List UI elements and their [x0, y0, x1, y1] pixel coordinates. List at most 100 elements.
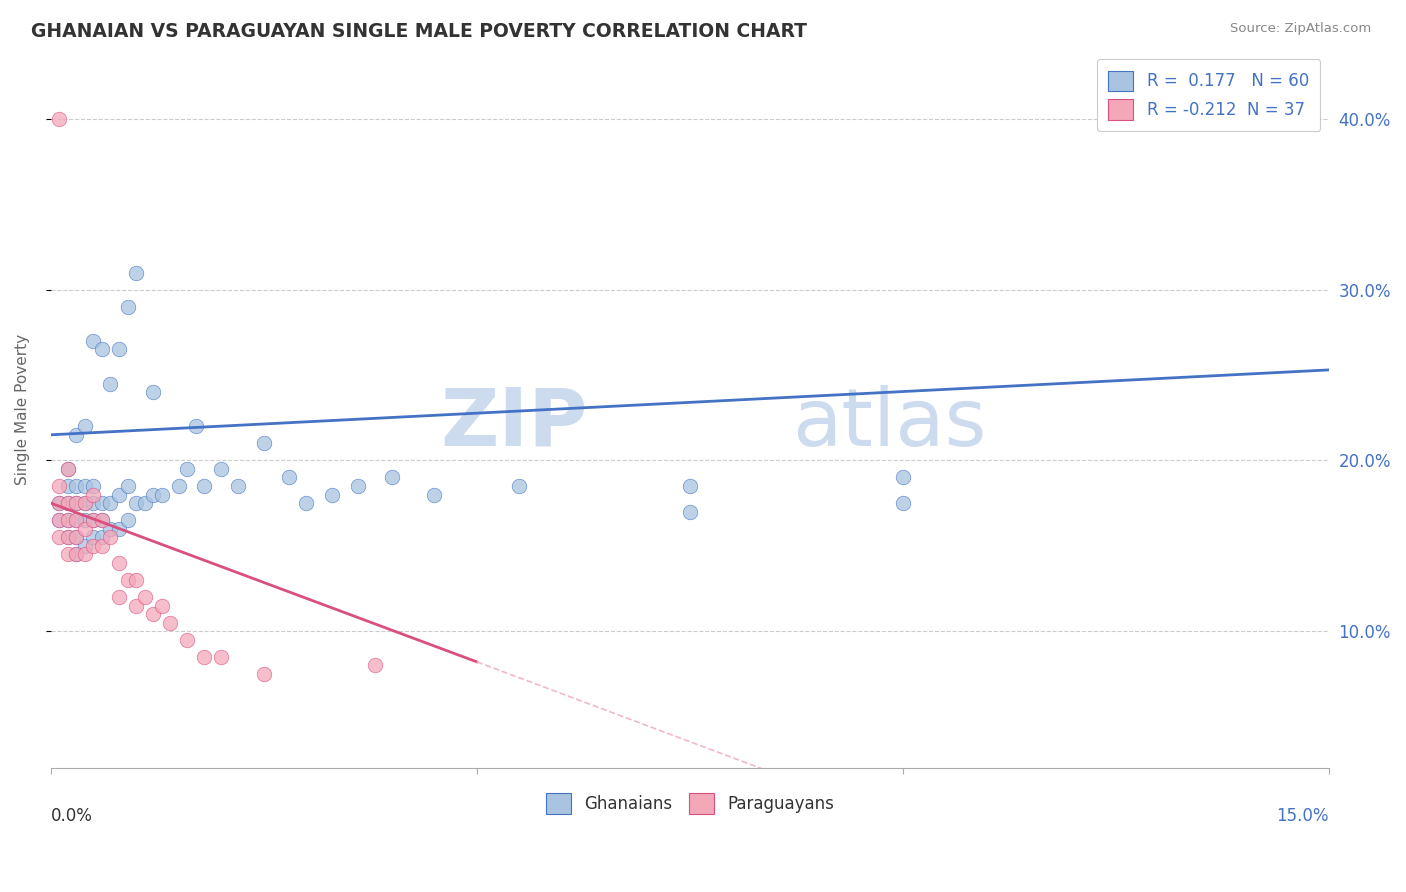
Point	[48, 513, 70, 527]
Point	[193, 649, 215, 664]
Point	[125, 573, 148, 587]
Point	[117, 573, 139, 587]
Point	[73, 419, 96, 434]
Point	[278, 470, 301, 484]
Point	[142, 487, 165, 501]
Point	[253, 666, 276, 681]
Point	[209, 462, 232, 476]
Point	[150, 487, 173, 501]
Point	[56, 547, 79, 561]
Point	[73, 547, 96, 561]
Point	[65, 513, 87, 527]
Point	[48, 513, 70, 527]
Point	[363, 658, 385, 673]
Point	[65, 427, 87, 442]
Point	[82, 496, 104, 510]
Text: ZIP: ZIP	[440, 384, 588, 463]
Text: 0.0%: 0.0%	[51, 807, 93, 825]
Point	[73, 496, 96, 510]
Point	[167, 479, 190, 493]
Point	[73, 539, 96, 553]
Point	[65, 513, 87, 527]
Point	[48, 530, 70, 544]
Point	[56, 530, 79, 544]
Point	[91, 530, 114, 544]
Point	[150, 599, 173, 613]
Point	[508, 479, 530, 493]
Point	[91, 513, 114, 527]
Point	[82, 513, 104, 527]
Point	[295, 496, 318, 510]
Point	[73, 513, 96, 527]
Point	[56, 496, 79, 510]
Point	[91, 343, 114, 357]
Point	[91, 513, 114, 527]
Point	[65, 547, 87, 561]
Point	[209, 649, 232, 664]
Point	[48, 112, 70, 126]
Point	[253, 436, 276, 450]
Point	[82, 487, 104, 501]
Point	[56, 496, 79, 510]
Text: atlas: atlas	[792, 384, 987, 463]
Point	[176, 632, 198, 647]
Point	[159, 615, 181, 630]
Point	[100, 530, 122, 544]
Point	[82, 334, 104, 348]
Point	[100, 522, 122, 536]
Point	[56, 530, 79, 544]
Point	[679, 505, 702, 519]
Point	[117, 479, 139, 493]
Point	[73, 496, 96, 510]
Point	[117, 300, 139, 314]
Point	[82, 513, 104, 527]
Point	[891, 470, 914, 484]
Point	[82, 479, 104, 493]
Point	[134, 590, 156, 604]
Point	[108, 590, 131, 604]
Point	[891, 496, 914, 510]
Point	[65, 496, 87, 510]
Point	[108, 487, 131, 501]
Point	[125, 496, 148, 510]
Point	[73, 522, 96, 536]
Point	[108, 343, 131, 357]
Point	[100, 376, 122, 391]
Point	[125, 266, 148, 280]
Point	[65, 530, 87, 544]
Point	[65, 479, 87, 493]
Point	[108, 556, 131, 570]
Point	[117, 513, 139, 527]
Point	[48, 496, 70, 510]
Point	[48, 496, 70, 510]
Point	[56, 513, 79, 527]
Point	[91, 539, 114, 553]
Point	[679, 479, 702, 493]
Legend: Ghanaians, Paraguayans: Ghanaians, Paraguayans	[538, 787, 841, 821]
Point	[82, 530, 104, 544]
Point	[134, 496, 156, 510]
Text: 15.0%: 15.0%	[1277, 807, 1329, 825]
Point	[226, 479, 249, 493]
Point	[346, 479, 368, 493]
Point	[100, 496, 122, 510]
Point	[82, 539, 104, 553]
Point	[125, 599, 148, 613]
Point	[142, 385, 165, 400]
Text: GHANAIAN VS PARAGUAYAN SINGLE MALE POVERTY CORRELATION CHART: GHANAIAN VS PARAGUAYAN SINGLE MALE POVER…	[31, 22, 807, 41]
Point	[91, 496, 114, 510]
Point	[184, 419, 207, 434]
Text: Source: ZipAtlas.com: Source: ZipAtlas.com	[1230, 22, 1371, 36]
Point	[65, 496, 87, 510]
Point	[176, 462, 198, 476]
Point	[73, 479, 96, 493]
Point	[142, 607, 165, 621]
Point	[56, 479, 79, 493]
Y-axis label: Single Male Poverty: Single Male Poverty	[15, 334, 30, 484]
Point	[193, 479, 215, 493]
Point	[381, 470, 404, 484]
Point	[108, 522, 131, 536]
Point	[321, 487, 343, 501]
Point	[65, 547, 87, 561]
Point	[48, 479, 70, 493]
